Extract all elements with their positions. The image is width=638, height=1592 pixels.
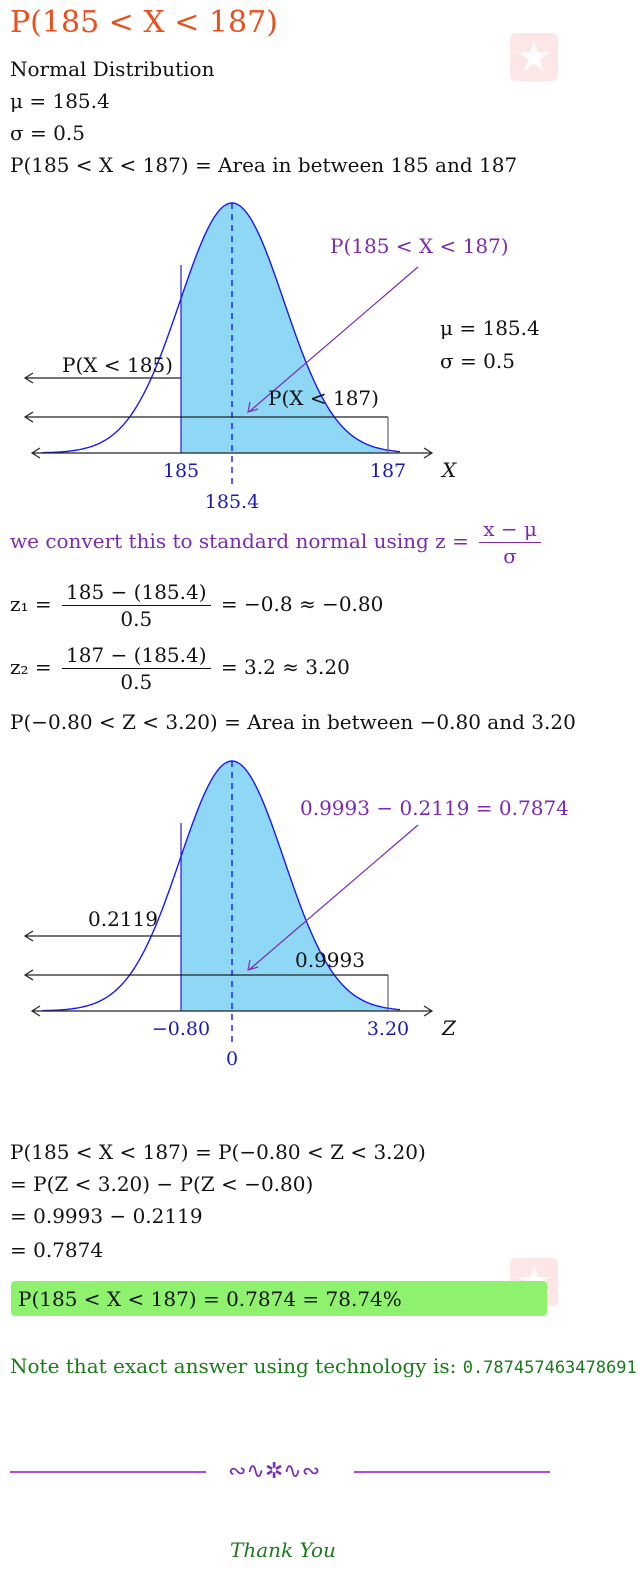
sd-value: σ = 0.5	[10, 121, 85, 145]
z-area-statement: P(−0.80 < Z < 3.20) = Area in between −0…	[10, 710, 576, 734]
z2-equation: z₂ = 187 − (185.4) 0.5 = 3.2 ≈ 3.20	[10, 639, 350, 695]
watermark-logo	[510, 33, 558, 81]
conversion-text: we convert this to standard normal using	[10, 529, 429, 553]
z2-result: = 3.2 ≈ 3.20	[220, 655, 350, 679]
left-area-label: P(X < 185)	[62, 353, 173, 377]
z1-fraction: 185 − (185.4) 0.5	[62, 579, 211, 632]
right-area-label: P(X < 187)	[268, 386, 379, 410]
z2-numerator: 187 − (185.4)	[62, 642, 211, 669]
normal-curve-diagram-x: P(185 < X < 187) μ = 185.4 σ = 0.5 P(X <…	[23, 202, 540, 513]
divider-right	[354, 1471, 550, 1473]
bell-curve	[41, 760, 401, 1012]
z-formula-fraction: x − μ σ	[479, 516, 541, 569]
z-formula-numerator: x − μ	[479, 516, 541, 543]
normal-curve-diagram-z: 0.9993 − 0.2119 = 0.7874 0.2119 0.9993 −…	[23, 760, 569, 1070]
page-title: P(185 < X < 187)	[10, 5, 278, 40]
ornament-icon: ∾∿✲∿∾	[228, 1459, 321, 1484]
distribution-name: Normal Distribution	[10, 57, 215, 81]
tick-label-mean: 185.4	[205, 491, 259, 513]
step-line-4: = 0.7874	[10, 1238, 104, 1262]
z2-fraction: 187 − (185.4) 0.5	[62, 642, 211, 695]
z2-lhs: z₂ =	[10, 655, 52, 679]
final-answer: P(185 < X < 187) = 0.7874 = 78.74%	[18, 1287, 402, 1311]
z1-numerator: 185 − (185.4)	[62, 579, 211, 606]
callout-label: P(185 < X < 187)	[330, 234, 509, 258]
bell-curve	[41, 202, 401, 454]
sigma-label: σ = 0.5	[440, 349, 515, 373]
final-answer-box	[11, 1281, 547, 1316]
axis-arrow-right	[423, 1005, 434, 1017]
mu-label: μ = 185.4	[440, 316, 540, 340]
right-area-label: 0.9993	[295, 948, 365, 972]
callout-arrow	[249, 824, 419, 970]
exact-answer-value: 0.787457463478691	[462, 1358, 637, 1378]
note-text: Note that exact answer using technology …	[10, 1354, 457, 1378]
thank-you-text: Thank You	[230, 1538, 336, 1562]
z1-lhs: z₁ =	[10, 592, 52, 616]
z-formula-denominator: σ	[503, 544, 517, 568]
tick-label-right: 187	[370, 460, 406, 482]
z1-result: = −0.8 ≈ −0.80	[220, 592, 384, 616]
z1-equation: z₁ = 185 − (185.4) 0.5 = −0.8 ≈ −0.80	[10, 576, 383, 632]
star-logo-icon	[518, 41, 550, 71]
axis-arrow-right	[423, 447, 434, 459]
step-line-2: = P(Z < 3.20) − P(Z < −0.80)	[10, 1172, 314, 1196]
probability-area-statement: P(185 < X < 187) = Area in between 185 a…	[10, 153, 518, 177]
step-line-3: = 0.9993 − 0.2119	[10, 1204, 203, 1228]
axis-arrow-left	[30, 447, 41, 459]
tick-label-left: 185	[163, 460, 199, 482]
z2-denominator: 0.5	[120, 670, 153, 694]
callout-label: 0.9993 − 0.2119 = 0.7874	[300, 796, 569, 820]
z-formula-lhs: z =	[435, 529, 469, 553]
tick-label-right: 3.20	[367, 1018, 409, 1040]
tick-label-left: −0.80	[152, 1018, 210, 1040]
mean-value: μ = 185.4	[10, 89, 110, 113]
callout-arrow	[249, 266, 419, 412]
axis-arrow-left	[30, 1005, 41, 1017]
shaded-area	[181, 761, 388, 1011]
conversion-statement: we convert this to standard normal using…	[10, 513, 545, 569]
shaded-area	[181, 203, 388, 453]
axis-variable: Z	[441, 1016, 457, 1040]
z1-denominator: 0.5	[120, 607, 153, 631]
tick-label-mean: 0	[226, 1048, 238, 1070]
step-line-1: P(185 < X < 187) = P(−0.80 < Z < 3.20)	[10, 1140, 426, 1164]
divider-left	[10, 1471, 206, 1473]
axis-variable: X	[440, 458, 457, 482]
left-area-label: 0.2119	[88, 907, 158, 931]
technology-note: Note that exact answer using technology …	[10, 1354, 637, 1380]
